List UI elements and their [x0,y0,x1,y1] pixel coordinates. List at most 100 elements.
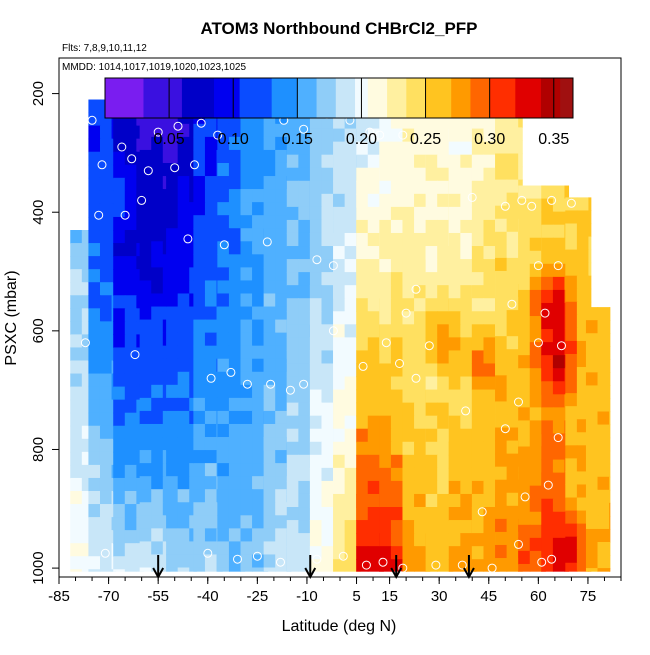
heatmap-cell [151,176,164,190]
heatmap-cell [193,293,206,308]
heatmap-cell [506,336,519,350]
heatmap-cell [298,128,311,143]
heatmap-cell [425,324,438,338]
heatmap-cell [460,441,473,456]
heatmap-cell [124,477,137,492]
heatmap-cell [506,349,519,363]
heatmap-cell [252,463,265,477]
heatmap-cell [189,358,198,373]
heatmap-cell [425,232,438,247]
heatmap-cell [495,310,508,324]
heatmap-cell [204,332,218,347]
heatmap-cell [552,446,566,461]
heatmap-cell [70,504,83,518]
heatmap-cell [88,125,101,140]
heatmap-cell [576,562,590,572]
heatmap-cell [495,518,508,533]
heatmap-cell [166,567,179,572]
heatmap-cell [495,544,508,559]
heatmap-cell [309,311,323,325]
heatmap-cell [448,350,461,365]
heatmap-cell [460,246,473,260]
heatmap-cell [275,397,288,412]
heatmap-cell [379,193,392,208]
heatmap-cell [379,115,392,130]
heatmap-cell [166,254,179,268]
heatmap-cell [70,282,83,296]
heatmap-cell [390,415,404,430]
heatmap-cell [321,180,334,195]
heatmap-cell [177,293,190,308]
heatmap-cell [263,541,276,556]
heatmap-cell [425,298,438,312]
heatmap-cell [252,293,265,308]
colorbar-swatch [406,78,426,118]
heatmap-cell [228,123,242,138]
colorbar-swatch [213,78,241,118]
heatmap-cell [151,397,164,412]
heatmap-cell [518,140,523,155]
heatmap-cell [166,502,179,516]
heatmap-cell [70,295,83,309]
heatmap-cell [437,467,450,482]
heatmap-cell [448,480,461,495]
heatmap-cell [367,454,380,469]
heatmap-cell [189,437,198,451]
heatmap-cell [367,167,380,182]
heatmap-cell [193,450,206,464]
heatmap-cell [124,216,137,231]
heatmap-cell [367,402,380,417]
heatmap-cell [541,368,554,382]
heatmap-cell [286,480,299,495]
heatmap-cell [585,528,599,543]
heatmap-cell [99,438,113,453]
x-tick-label: -40 [197,588,219,605]
heatmap-cell [518,237,531,252]
heatmap-cell [367,141,380,156]
heatmap-cell [414,402,427,417]
heatmap-cell [379,324,392,338]
heatmap-cell [483,559,496,572]
heatmap-cell [166,345,179,360]
heatmap-cell [263,489,276,503]
heatmap-cell [344,480,357,495]
heatmap-cell [263,476,276,490]
heatmap-cell [252,267,265,282]
heatmap-cell [240,149,253,164]
heatmap-cell [506,466,519,481]
heatmap-cell [113,347,126,362]
heatmap-cell [124,308,137,322]
heatmap-cell [437,272,450,286]
heatmap-cell [356,298,369,312]
heatmap-cell [597,320,610,334]
heatmap-cell [177,149,190,164]
heatmap-cell [518,127,523,142]
heatmap-cell [425,337,438,352]
heatmap-cell [88,295,101,309]
heatmap-cell [151,489,164,503]
heatmap-cell [309,363,323,378]
heatmap-cell [177,358,190,373]
heatmap-cell [286,206,299,221]
heatmap-cell [565,510,578,525]
heatmap-cell [402,259,415,273]
heatmap-cell [124,256,137,270]
heatmap-cell [609,555,611,569]
heatmap-cell [70,386,83,401]
heatmap-cell [124,490,137,505]
heatmap-cell [321,311,334,325]
heatmap-cell [414,559,427,572]
heatmap-cell [240,306,253,321]
heatmap-cell [321,363,334,378]
heatmap-cell [529,394,542,408]
heatmap-cell [333,454,346,469]
heatmap-cell [275,489,288,503]
heatmap-cell [286,402,299,417]
heatmap-cell [124,504,137,518]
heatmap-cell [139,358,152,373]
heatmap-cell [471,141,485,156]
heatmap-cell [70,569,83,572]
heatmap-cell [298,154,311,169]
heatmap-cell [177,319,190,334]
